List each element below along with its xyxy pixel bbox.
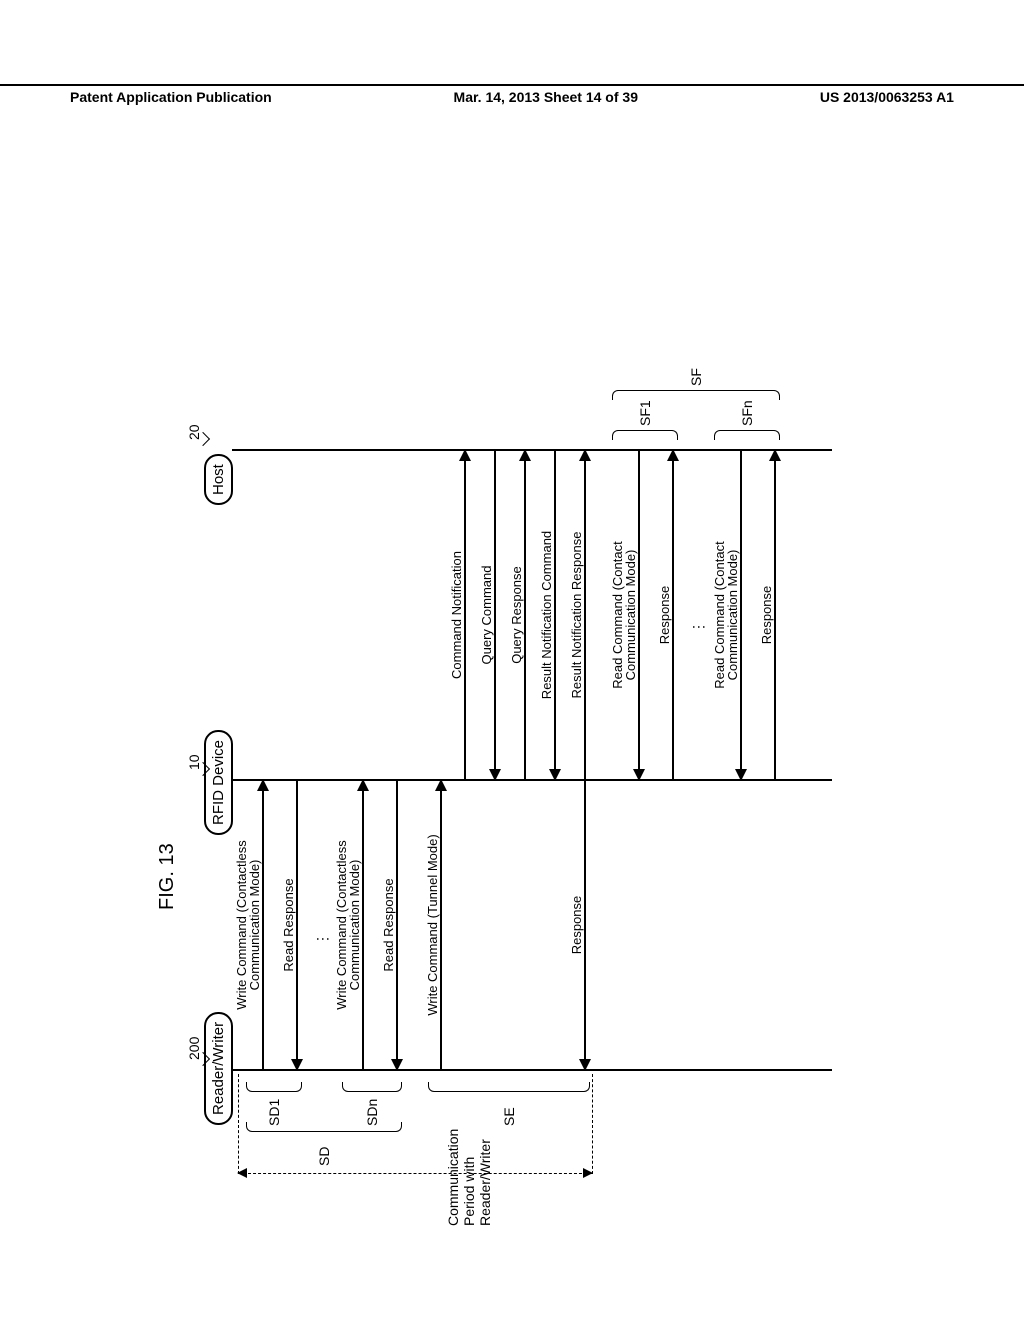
figure-title: FIG. 13 [156,843,179,910]
msg-se_qresp: Query Response [524,450,526,780]
msg-label: Result Notification Command [540,450,554,780]
msg-sd1_resp: Read Response [296,780,298,1070]
msg-label: Write Command (ContactlessCommunication … [235,780,262,1070]
comm-period-tick-bot [592,1074,593,1174]
msg-label: Response [658,450,672,780]
actor-reader-label: Reader/Writer [210,1022,227,1115]
actor-rfid-device: RFID Device [204,730,233,835]
ellipsis-sf: ⋮ [690,620,707,634]
msg-label: Write Command (Tunnel Mode) [426,780,440,1070]
msg-label: Query Command [480,450,494,780]
ellipsis-sd: ⋮ [314,932,331,946]
msg-se_rnresp: Result Notification Response [584,450,586,780]
msg-label: Command Notification [450,450,464,780]
msg-label: Response [570,780,584,1070]
msg-se_resp: Response [584,780,586,1070]
header-center: Mar. 14, 2013 Sheet 14 of 39 [454,89,638,105]
brace-label-sd: SD [316,1147,332,1166]
actor-rfid-label: RFID Device [210,740,227,825]
brace-label-se: SE [501,1107,517,1126]
brace-sd [246,1122,402,1132]
msg-label: Read Command (ContactCommunication Mode) [611,450,638,780]
msg-sf1_resp: Response [672,450,674,780]
msg-se_write: Write Command (Tunnel Mode) [440,780,442,1070]
msg-sdn_resp: Read Response [396,780,398,1070]
msg-sd1_cmd: Write Command (ContactlessCommunication … [262,780,264,1070]
brace-label-sf: SF [688,368,704,386]
actor-host-label: Host [210,464,227,495]
header-right: US 2013/0063253 A1 [820,89,954,105]
msg-label: Write Command (ContactlessCommunication … [335,780,362,1070]
lifeline-reader [232,1069,832,1071]
msg-se_notif: Command Notification [464,450,466,780]
comm-period-tick-top [238,1074,239,1174]
msg-label: Read Response [282,780,296,1070]
comm-period-label: CommunicationPeriod withReader/Writer [445,1129,493,1226]
msg-sdn_cmd: Write Command (ContactlessCommunication … [362,780,364,1070]
brace-sf1 [612,430,678,440]
msg-sf1_cmd: Read Command (ContactCommunication Mode) [638,450,640,780]
msg-label: Query Response [510,450,524,780]
lifeline-host [232,449,832,451]
brace-se [428,1082,590,1092]
brace-sf [612,390,780,400]
header-left: Patent Application Publication [70,89,272,105]
msg-sfn_resp: Response [774,450,776,780]
page-header: Patent Application Publication Mar. 14, … [0,84,1024,105]
brace-sd1 [246,1082,302,1092]
brace-sdn [342,1082,402,1092]
actor-reader-writer: Reader/Writer [204,1012,233,1125]
msg-label: Response [760,450,774,780]
actor-host: Host [204,454,233,505]
brace-label-sf1: SF1 [637,400,653,426]
msg-sfn_cmd: Read Command (ContactCommunication Mode) [740,450,742,780]
msg-label: Read Response [382,780,396,1070]
msg-se_rncmd: Result Notification Command [554,450,556,780]
comm-period-range [238,1173,592,1174]
msg-label: Result Notification Response [570,450,584,780]
brace-label-sfn: SFn [739,400,755,426]
msg-label: Read Command (ContactCommunication Mode) [713,450,740,780]
msg-se_qcmd: Query Command [494,450,496,780]
figure-13: FIG. 13 Reader/Writer 200 RFID Device 10… [0,160,1024,1260]
brace-sfn [714,430,780,440]
